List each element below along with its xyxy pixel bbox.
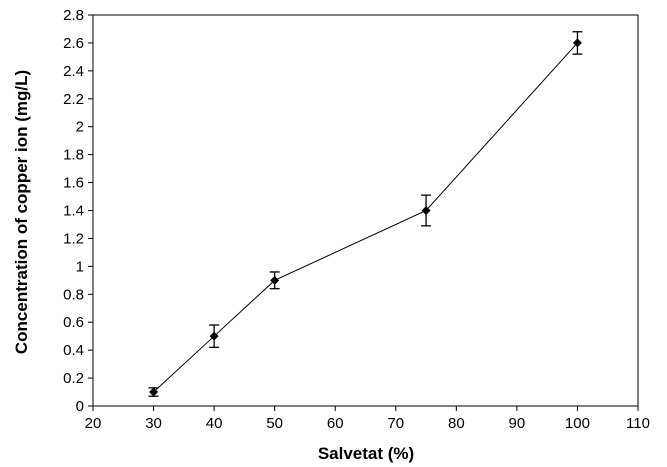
y-tick-label: 2.2	[63, 91, 84, 108]
y-tick-label: 0.4	[63, 342, 84, 359]
x-tick-label: 100	[565, 415, 590, 432]
y-tick-label: 2.6	[63, 35, 84, 52]
y-tick-label: 1.2	[63, 230, 84, 247]
y-tick-label: 1	[76, 258, 84, 275]
y-tick-label: 1.8	[63, 147, 84, 164]
y-axis-title: Concentration of copper ion (mg/L)	[12, 70, 31, 354]
y-tick-label: 2	[76, 119, 84, 136]
y-tick-label: 1.4	[63, 203, 84, 220]
data-series	[148, 31, 583, 397]
x-axis-ticks: 20 30 40 50 60 70 80 90 100 110	[85, 406, 650, 432]
y-tick-label: 0.6	[63, 314, 84, 331]
y-tick-label: 2.8	[63, 7, 84, 24]
y-tick-label: 0.8	[63, 286, 84, 303]
y-tick-label: 0	[76, 398, 84, 415]
x-axis-title: Salvetat (%)	[318, 444, 414, 463]
data-point	[421, 206, 431, 215]
x-tick-label: 40	[206, 415, 223, 432]
data-point	[149, 387, 159, 397]
y-tick-label: 1.6	[63, 175, 84, 192]
y-axis-ticks: 0 0.2 0.4 0.6 0.8 1 1.2 1.4 1.6 1.8 2 2.2 2.4 2.6 2.8	[63, 7, 93, 415]
data-point	[270, 275, 280, 285]
x-tick-label: 50	[266, 415, 283, 432]
x-tick-label: 90	[509, 415, 526, 432]
data-point	[572, 38, 582, 48]
x-tick-label: 110	[626, 415, 650, 432]
x-tick-label: 70	[387, 415, 404, 432]
plot-area	[92, 14, 639, 407]
x-tick-label: 60	[327, 415, 344, 432]
series-line	[153, 42, 578, 393]
x-tick-label: 20	[85, 415, 102, 432]
y-tick-label: 2.4	[63, 63, 84, 80]
y-tick-label: 0.2	[63, 370, 84, 387]
x-tick-label: 80	[448, 415, 465, 432]
data-point	[209, 331, 219, 341]
x-tick-label: 30	[145, 415, 162, 432]
